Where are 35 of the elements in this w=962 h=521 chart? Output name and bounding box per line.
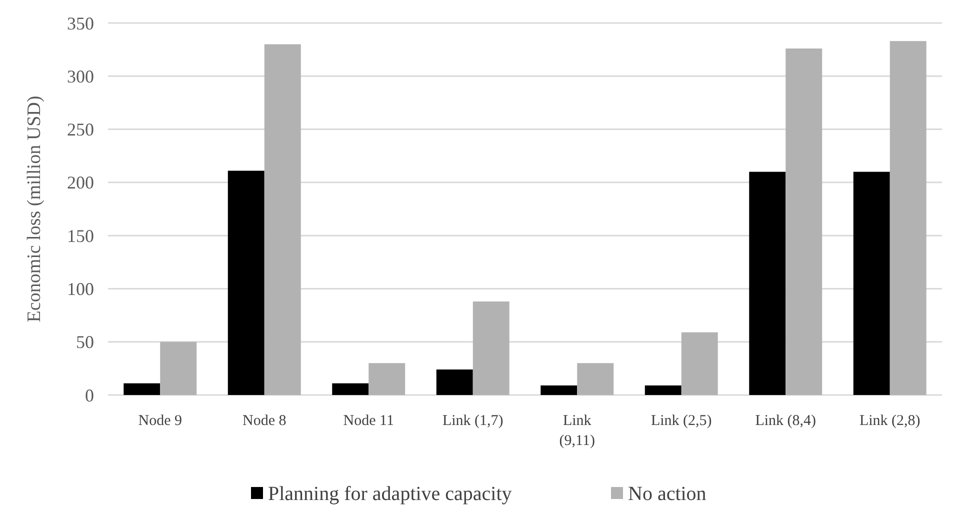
bar bbox=[786, 48, 822, 395]
bar bbox=[853, 172, 890, 395]
bar bbox=[160, 342, 197, 395]
bar bbox=[540, 385, 578, 395]
bar bbox=[644, 385, 682, 395]
x-tick-label: Link (8,4) bbox=[755, 413, 816, 429]
x-tick-label: Node 9 bbox=[138, 413, 182, 429]
legend-label: Planning for adaptive capacity bbox=[268, 483, 512, 505]
bar bbox=[472, 301, 510, 395]
y-tick-label: 200 bbox=[67, 172, 94, 193]
bar bbox=[228, 170, 264, 395]
x-tick-label: Link (9,11) bbox=[559, 413, 595, 449]
y-tick-label: 250 bbox=[67, 120, 94, 140]
y-tick-label: 300 bbox=[67, 66, 94, 86]
y-tick-label: 50 bbox=[76, 332, 94, 352]
bar bbox=[577, 363, 614, 395]
y-tick-label: 350 bbox=[67, 13, 94, 34]
x-tick-label: Node 8 bbox=[242, 413, 286, 429]
x-tick-label: Link (2,8) bbox=[859, 413, 920, 429]
y-axis-title: Economic loss (million USD) bbox=[24, 96, 45, 322]
bar bbox=[368, 363, 406, 395]
bar bbox=[681, 332, 718, 395]
y-tick-label: 0 bbox=[85, 385, 94, 406]
y-tick-label: 100 bbox=[67, 279, 94, 300]
bar bbox=[890, 41, 926, 395]
x-tick-label: Link (2,5) bbox=[650, 413, 712, 429]
x-tick-label: Link (1,7) bbox=[442, 413, 504, 429]
bar bbox=[749, 172, 786, 395]
bar bbox=[332, 383, 369, 395]
bar bbox=[436, 369, 473, 395]
y-tick-label: 150 bbox=[67, 226, 94, 246]
bar bbox=[264, 44, 301, 395]
legend-label: No action bbox=[628, 483, 706, 505]
x-tick-label: Node 11 bbox=[343, 413, 394, 429]
bar bbox=[124, 383, 160, 395]
